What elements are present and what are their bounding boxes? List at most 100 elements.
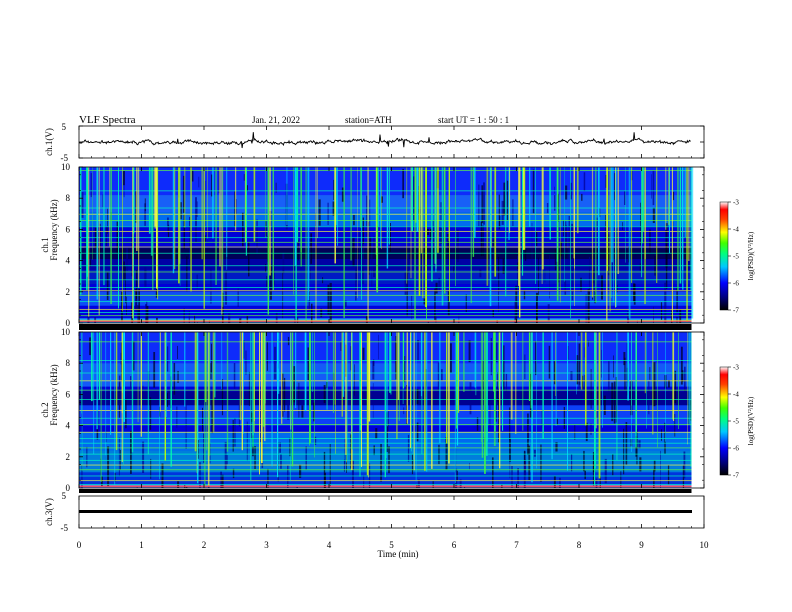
spectrogram-noise [425, 369, 427, 397]
spectrogram-sferic [156, 167, 158, 289]
spectrogram-sferic [386, 167, 389, 269]
spectrogram-noise [595, 478, 598, 488]
spectrogram-sferic [115, 332, 118, 451]
spectrogram-noise [362, 217, 364, 244]
spectrogram-noise [344, 300, 347, 307]
spectrogram-noise [412, 176, 415, 221]
spectrogram-noise [584, 375, 586, 397]
spectrogram-noise [296, 486, 298, 488]
spectrogram-band [79, 291, 692, 306]
spectrogram-noise [640, 202, 641, 246]
spectrogram-sferic [334, 167, 336, 264]
spectrogram-noise [135, 270, 138, 303]
spectrogram-noise [554, 248, 556, 271]
spectrogram-noise [251, 412, 253, 422]
spectrogram-noise [368, 258, 370, 275]
spectrogram-noise [221, 474, 224, 488]
spectrogram-sferic [386, 332, 388, 427]
spectrogram-noise [496, 342, 498, 362]
spectrogram-sferic [245, 167, 247, 256]
spectrogram-sferic [190, 167, 192, 292]
time-axis: 0 1 2 3 4 5 6 7 8 9 10 [77, 126, 709, 550]
frequency-tick-label: 8 [66, 193, 71, 203]
spectrogram-sferic [196, 332, 197, 440]
spectrogram-sferic [81, 332, 83, 471]
spectrogram-noise [125, 398, 127, 429]
spectrogram-noise [459, 479, 462, 488]
spectrogram-noise [89, 337, 91, 356]
spectrogram-noise [622, 222, 623, 230]
spectrogram-noise [366, 195, 368, 237]
spectrogram-sferic [686, 167, 688, 322]
spectrogram-noise [492, 309, 494, 317]
spectrogram-noise [161, 479, 163, 488]
spectrogram-noise [653, 469, 655, 488]
spectrogram-sferic [617, 167, 619, 274]
spectrogram-noise [107, 208, 108, 234]
spectrogram-sferic [528, 332, 531, 401]
frequency-tick-label: 4 [66, 421, 71, 431]
spectrogram-sferic [159, 332, 160, 480]
spectrogram-noise [327, 284, 330, 315]
spectrogram-narrowband-line [79, 290, 692, 292]
spectrogram-noise [541, 409, 543, 429]
colorbar-tick-label: -6 [733, 445, 739, 453]
spectrogram-sferic [551, 332, 553, 460]
spectrogram-sferic [361, 167, 362, 300]
spectrogram-sferic [140, 332, 142, 437]
spectrogram-sferic [252, 332, 254, 447]
spectrogram-sferic [367, 167, 369, 321]
spectrogram-noise [620, 471, 622, 488]
spectrogram-band [79, 212, 692, 227]
spectrogram-sferic [418, 167, 421, 296]
spectrogram-sferic [154, 167, 156, 229]
spectrogram-sferic [221, 167, 223, 315]
frequency-tick-label: 0 [66, 483, 71, 493]
spectrogram-sferic [437, 167, 439, 253]
spectrogram-noise [323, 385, 326, 404]
spectrogram-noise [623, 428, 625, 475]
spectrogram-noise [554, 186, 555, 194]
spectrogram-sferic [96, 332, 98, 430]
spectrogram-noise [352, 460, 354, 488]
ch1-voltage-ytick-top: 5 [62, 122, 67, 132]
spectrogram-sferic [508, 167, 510, 241]
spectrogram-sferic [157, 167, 159, 300]
spectrogram-sferic [212, 332, 215, 432]
spectrogram-noise [483, 182, 485, 225]
spectrogram-sferic [635, 332, 637, 448]
spectrogram-noise [126, 296, 127, 316]
spectrogram-narrowband-line [79, 308, 692, 310]
ch2-spectrogram-image [79, 332, 692, 488]
spectrogram-sferic [591, 167, 594, 298]
spectrogram-sferic [673, 332, 675, 421]
spectrogram-narrowband-line [79, 170, 692, 172]
spectrogram-sferic [314, 332, 315, 458]
spectrogram-noise [565, 224, 567, 259]
spectrogram-sferic [474, 332, 476, 388]
spectrogram-narrowband-line [79, 294, 692, 296]
spectrogram-noise [210, 267, 212, 304]
spectrogram-noise [639, 263, 641, 271]
spectrogram-noise [592, 452, 595, 486]
time-tick-label: 10 [700, 540, 710, 550]
spectrogram-sferic [425, 167, 427, 308]
spectrogram-sferic [93, 332, 95, 455]
spectrogram-noise [649, 229, 651, 254]
ch2-spectrogram-bottom-strip [79, 489, 692, 493]
time-tick-label: 1 [139, 540, 144, 550]
spectrogram-sferic [253, 332, 255, 432]
spectrogram-sferic [341, 332, 343, 417]
spectrogram-noise [269, 264, 272, 300]
spectrogram-sferic [386, 332, 387, 458]
spectrogram-noise [512, 199, 514, 226]
colorbar-tick-label: -4 [733, 391, 739, 399]
spectrogram-noise [380, 196, 383, 203]
start-time-label: start UT = 1 : 50 : 1 [438, 115, 509, 125]
spectrogram-noise [354, 364, 355, 396]
frequency-tick-label: 10 [61, 162, 71, 172]
spectrogram-noise [603, 395, 606, 415]
spectrogram-noise [287, 465, 289, 488]
spectrogram-narrowband-line [79, 287, 692, 289]
spectrogram-noise [578, 343, 581, 385]
